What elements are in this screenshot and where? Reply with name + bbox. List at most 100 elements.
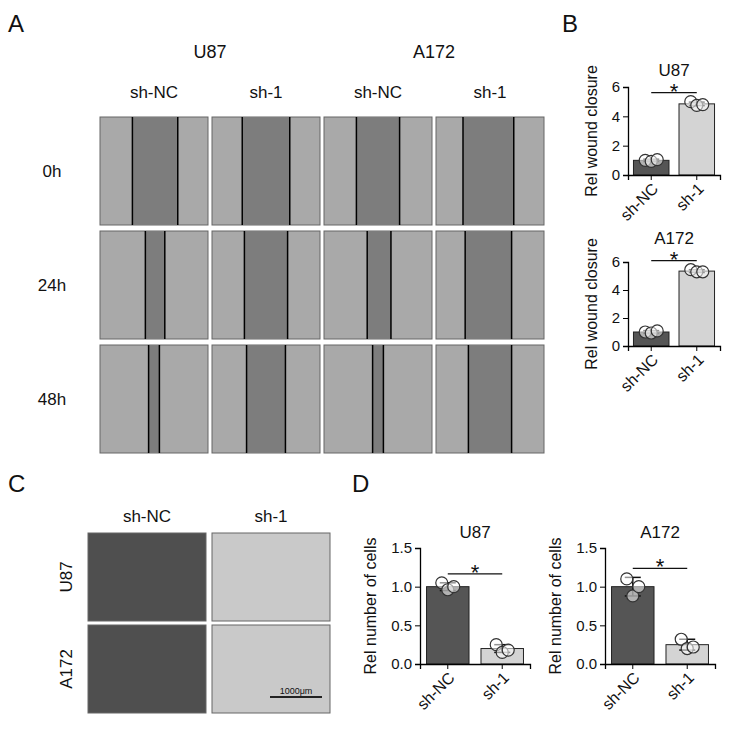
x-axis: sh-NCsh-1 [617,346,720,395]
tick-label: 2 [612,309,620,326]
y-axis: 0.00.51.01.5 [391,539,420,672]
tick: sh-1 [663,664,697,703]
wound-area [356,117,399,225]
wound-edge [356,117,358,225]
tick-mark [415,625,420,626]
image [436,231,544,339]
image [212,345,320,453]
plot-area [612,573,709,664]
wound-area [465,231,511,339]
image [100,231,208,339]
y-axis: 0246 [612,78,629,183]
chart: 0.0 0.5 1.0 1.5 sh-NC sh-1 Rel number of cells… [547,523,715,713]
tick-mark [696,346,697,351]
wound-edge [513,117,515,225]
x-axis: sh-NC sh-1 [599,664,716,713]
tick-mark [415,587,420,588]
scale-bar-label: 1000μm [280,686,313,696]
row-head: 48h [38,390,66,409]
column-head: sh-NC [130,83,178,102]
image [436,117,544,225]
bar [427,587,469,664]
tick: 0 [612,166,628,183]
tick-label: 1.0 [391,578,412,595]
tick-label: 0 [612,166,620,183]
tick: sh-NC [617,346,661,395]
wound-area [244,231,287,339]
chart: 0246sh-NCsh-1Rel wound closure*A172 [583,229,721,395]
panel-letter: D [352,470,369,497]
image [212,625,330,713]
wound-edge [511,345,513,453]
x-axis-line [629,176,721,181]
tick-mark [415,664,420,665]
row-head: 24h [38,276,66,295]
chart: 0246sh-NCsh-1Rel wound closure*U87 [583,61,721,224]
tick-mark [447,664,448,669]
tick-label: 0.0 [576,655,597,672]
wound-area [149,345,160,453]
chart-title: U87 [658,61,689,80]
wound-edge [383,345,385,453]
axis-title: Rel number of cells [547,538,564,675]
transwell-images [88,533,330,713]
bar [679,104,715,175]
wound-edge [511,231,513,339]
chart-title: A172 [640,523,680,542]
panel-letter: A [8,10,24,37]
group-head: U87 [193,42,226,62]
figure: ABCDU87A172sh-NCsh-1sh-NCsh-10h24h48hsh-… [0,0,744,732]
wound-edge [244,231,246,339]
tick-mark [623,146,628,147]
tick: 1.0 [576,578,605,595]
image [100,117,208,225]
tick-label: 2 [612,137,620,154]
wound-edge [132,117,134,225]
wound-edge [177,117,179,225]
bar [612,587,654,664]
axis-title: Rel number of cells [362,538,379,675]
tick-mark [687,664,688,669]
wound-edge [289,117,291,225]
tick-mark [623,116,628,117]
tick: 1.0 [391,578,420,595]
wound-edge [285,345,287,453]
y-axis: 0.0 0.5 1.0 1.5 [576,539,605,672]
image [88,533,206,621]
y-axis-line [600,549,606,665]
point [621,573,633,585]
chart-title: U87 [459,523,490,542]
wound-edge [164,231,166,339]
tick-mark [696,175,697,180]
wound-edge [468,345,470,453]
tick-mark [651,175,652,180]
tick-mark [623,318,628,319]
image [212,533,330,621]
tick-label: 0.5 [576,617,597,634]
point [502,644,514,656]
tick: 0.0 [576,655,605,672]
tick-mark [600,664,605,665]
tick-label: 1.5 [391,539,412,556]
tick-label: 1.5 [576,539,597,556]
point [651,154,663,166]
image [88,625,206,713]
tick-label: 4 [612,108,620,125]
tick-label: 1.0 [576,578,597,595]
tick-label: sh-NC [599,669,643,713]
tick-label: sh-1 [478,669,512,703]
wound-area [367,231,391,339]
tick-mark [632,664,633,669]
image [324,231,432,339]
wound-edge [390,231,392,339]
tick-label: 0.0 [391,655,412,672]
column-head: sh-NC [123,507,171,526]
wound-area [247,345,286,453]
tick: sh-NC [414,664,458,713]
tick-label: sh-NC [617,351,661,395]
significance: * [656,554,665,579]
wound-edge [148,345,150,453]
tick-label: 4 [612,281,620,298]
tick-mark [600,625,605,626]
tick: 0 [612,337,628,354]
